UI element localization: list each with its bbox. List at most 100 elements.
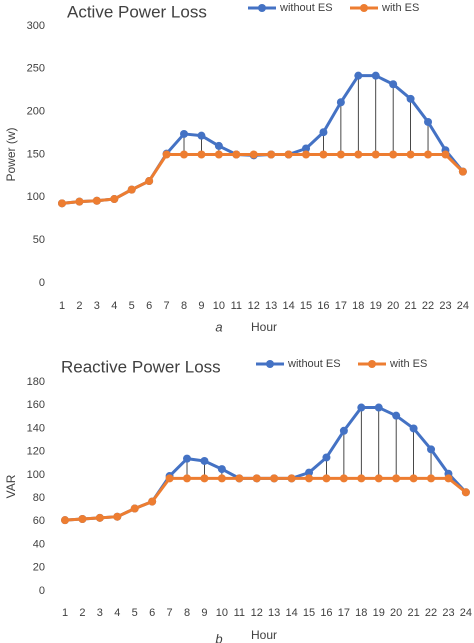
data-point-with-es (180, 150, 189, 159)
data-point-without-es (339, 426, 348, 435)
data-point-without-es (357, 403, 366, 412)
data-point-without-es (406, 94, 415, 103)
x-tick-label: 3 (97, 607, 103, 619)
x-tick-label: 5 (132, 607, 138, 619)
x-tick-label: 2 (79, 607, 85, 619)
x-tick-label: 18 (355, 607, 367, 619)
legend-marker-with-es (360, 4, 368, 12)
data-point-with-es (130, 504, 139, 513)
x-tick-label: 15 (303, 607, 315, 619)
data-point-with-es (197, 150, 206, 159)
legend-label-with-es: with ES (381, 2, 419, 14)
data-point-with-es (113, 512, 122, 521)
x-tick-label: 12 (251, 607, 263, 619)
x-tick-label: 23 (442, 607, 454, 619)
x-axis-label: Hour (251, 628, 277, 642)
data-point-without-es (302, 144, 311, 153)
data-point-without-es (319, 128, 328, 137)
data-point-with-es (92, 196, 101, 205)
x-tick-label: 8 (181, 300, 187, 312)
reactive-power-loss-chart: Reactive Power Loss without ES with ES 0 20 4… (4, 357, 472, 643)
y-tick-label: 100 (27, 191, 45, 203)
data-point-with-es (458, 167, 467, 176)
data-point-with-es (284, 150, 293, 159)
data-point-without-es (322, 453, 331, 462)
x-tick-label: 4 (111, 300, 117, 312)
series-line-without-es (64, 406, 467, 522)
y-tick-label: 20 (33, 562, 45, 574)
data-point-with-es (235, 474, 244, 483)
data-point-without-es (389, 80, 398, 89)
y-tick-label: 60 (33, 515, 45, 527)
data-point-with-es (270, 474, 279, 483)
data-point-without-es (336, 98, 345, 107)
x-tick-label: 22 (425, 607, 437, 619)
x-tick-label: 1 (59, 300, 65, 312)
data-point-with-es (389, 150, 398, 159)
active-power-loss-chart: Active Power Loss without ES with ES 0 50 100… (4, 2, 469, 335)
data-point-with-es (232, 150, 241, 159)
legend-label-without-es: without ES (287, 358, 341, 370)
x-tick-label: 12 (248, 300, 260, 312)
data-point-with-es (322, 474, 331, 483)
data-point-with-es (61, 516, 69, 525)
legend-label-with-es: with ES (389, 358, 427, 370)
y-tick-label: 300 (27, 20, 45, 32)
x-tick-label: 15 (300, 300, 312, 312)
x-tick-label: 14 (282, 300, 294, 312)
data-point-without-es (354, 71, 363, 80)
data-point-with-es (357, 474, 366, 483)
data-point-without-es (409, 424, 418, 433)
x-tick-label: 13 (268, 607, 280, 619)
x-tick-label: 10 (213, 300, 225, 312)
data-point-without-es (374, 403, 383, 412)
data-point-with-es (183, 474, 192, 483)
chart-title: Active Power Loss (67, 2, 207, 21)
x-tick-label: 6 (149, 607, 155, 619)
data-point-with-es (371, 150, 380, 159)
data-point-with-es (305, 474, 314, 483)
x-tick-label: 5 (129, 300, 135, 312)
x-tick-label: 20 (390, 607, 402, 619)
x-tick-label: 16 (320, 607, 332, 619)
y-axis-label: VAR (4, 474, 18, 498)
data-point-with-es (165, 474, 174, 483)
data-point-without-es (214, 141, 223, 150)
data-point-with-es (58, 199, 66, 208)
x-tick-label: 7 (164, 300, 170, 312)
y-tick-label: 250 (27, 63, 45, 75)
x-tick-label: 9 (201, 607, 207, 619)
data-point-with-es (354, 150, 363, 159)
data-point-with-es (95, 513, 104, 522)
y-tick-label: 120 (27, 446, 45, 458)
x-tick-label: 19 (370, 300, 382, 312)
y-tick-label: 150 (27, 148, 45, 160)
data-point-with-es (214, 150, 223, 159)
data-point-with-es (374, 474, 383, 483)
x-tick-label: 17 (338, 607, 350, 619)
series-line-without-es (61, 74, 465, 205)
x-axis-label: Hour (251, 320, 277, 334)
data-point-without-es (305, 468, 314, 477)
chart-title: Reactive Power Loss (61, 357, 221, 376)
data-point-with-es (392, 474, 401, 483)
y-tick-label: 40 (33, 538, 45, 550)
data-point-without-es (392, 411, 401, 420)
x-tick-label: 20 (387, 300, 399, 312)
data-point-without-es (180, 129, 189, 138)
series-line-with-es (64, 476, 467, 522)
x-tick-label: 13 (265, 300, 277, 312)
x-tick-label: 4 (114, 607, 120, 619)
data-point-with-es (127, 185, 136, 194)
data-point-with-es (148, 497, 157, 506)
x-tick-label: 24 (460, 607, 472, 619)
x-tick-label: 23 (439, 300, 451, 312)
x-tick-label: 9 (198, 300, 204, 312)
x-tick-label: 3 (94, 300, 100, 312)
panel-label: b (215, 631, 222, 643)
data-point-without-es (371, 71, 380, 80)
x-tick-label: 18 (352, 300, 364, 312)
data-point-with-es (252, 474, 261, 483)
y-tick-label: 0 (39, 277, 45, 289)
data-point-without-es (183, 454, 192, 463)
